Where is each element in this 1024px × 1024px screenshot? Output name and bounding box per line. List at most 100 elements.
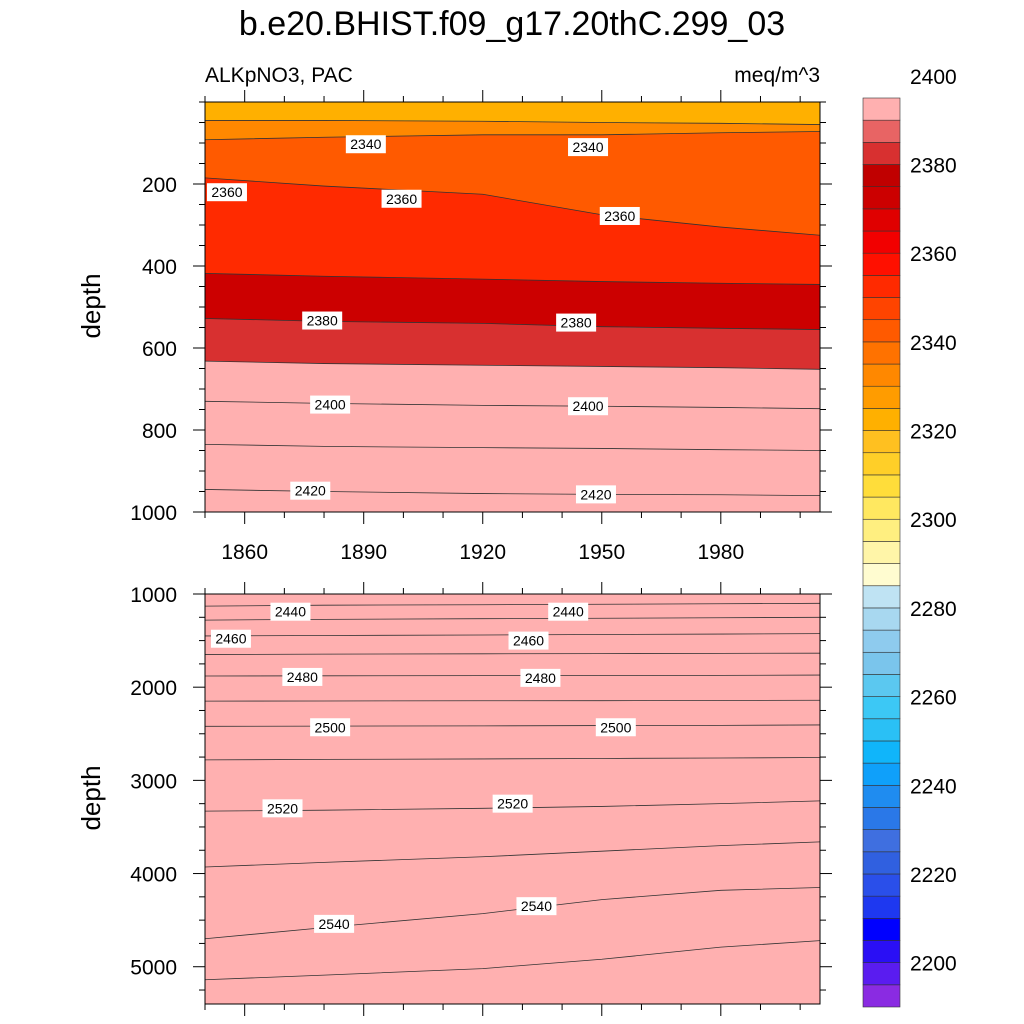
contour-fills: 2440 2440 2460 2460 2480 2480 2500 2500 2520 2520… <box>205 594 820 1004</box>
contour-label: 2480 <box>287 669 318 685</box>
contour-band <box>205 675 820 702</box>
contour-label: 2420 <box>580 486 611 502</box>
contour-label-box <box>262 799 303 818</box>
contour-line <box>205 177 820 236</box>
y-tick-label: 600 <box>142 338 177 361</box>
colorbar-swatch <box>862 252 901 276</box>
contour-line <box>205 120 820 125</box>
colorbar-swatch <box>862 696 901 720</box>
contour-label-box <box>310 718 351 737</box>
lower-panel: 2440 2440 2460 2460 2480 2480 2500 2500 2520 2520… <box>76 582 832 1016</box>
contour-label-box <box>381 189 422 208</box>
colorbar-swatch <box>862 740 901 764</box>
contour-label: 2360 <box>604 208 635 224</box>
colorbar-swatch <box>862 474 901 498</box>
contour-line <box>205 652 820 655</box>
contour-band <box>205 489 820 512</box>
colorbar-swatch <box>862 585 901 609</box>
contour-label: 2500 <box>315 719 346 735</box>
contour-band <box>205 887 820 980</box>
y-tick-label: 5000 <box>130 957 177 980</box>
contour-band <box>205 841 820 939</box>
colorbar-swatch <box>862 563 901 587</box>
contour-line <box>205 699 820 702</box>
contour-band <box>205 102 820 125</box>
contour-label-box <box>595 718 636 737</box>
contour-line <box>205 360 820 370</box>
contour-label-box <box>310 395 351 414</box>
contour-label: 2360 <box>386 191 417 207</box>
y-axis-label: depth <box>76 765 106 830</box>
colorbar-tick-label: 2280 <box>910 598 957 621</box>
colorbar-swatch <box>862 363 901 387</box>
contour-label-box <box>520 668 561 687</box>
contour-label-box <box>568 138 609 157</box>
colorbar-tick-label: 2360 <box>910 243 957 266</box>
contour-label: 2340 <box>572 139 603 155</box>
colorbar-swatch <box>862 984 901 1008</box>
contour-label: 2440 <box>275 604 306 620</box>
contour-label: 2460 <box>215 631 246 647</box>
contour-band <box>205 653 820 676</box>
contour-label-box <box>516 897 557 916</box>
contour-label: 2400 <box>315 397 346 413</box>
contour-band <box>205 800 820 868</box>
colorbar-swatch <box>862 851 901 875</box>
contour-label: 2360 <box>211 184 242 200</box>
contour-line <box>205 272 820 285</box>
x-tick-label: 1890 <box>340 541 387 564</box>
colorbar-swatch <box>862 762 901 786</box>
colorbar-swatch <box>862 385 901 409</box>
contour-label-box <box>210 629 251 648</box>
contour-band <box>205 318 820 370</box>
variable-label: ALKpNO3, PAC <box>205 64 353 87</box>
y-tick-label: 1000 <box>130 502 177 525</box>
colorbar-swatch <box>862 918 901 941</box>
y-tick-label: 200 <box>142 174 177 197</box>
contour-label: 2480 <box>525 670 556 686</box>
colorbar-tick-label: 2340 <box>910 332 957 355</box>
contour-label: 2380 <box>307 313 338 329</box>
colorbar-swatch <box>862 97 901 121</box>
x-tick-label: 1950 <box>578 541 625 564</box>
contour-band <box>205 724 820 760</box>
colorbar-tick-label: 2320 <box>910 421 957 444</box>
contour-label-box <box>548 602 589 621</box>
colorbar-swatch <box>862 319 901 343</box>
contour-line <box>205 757 820 761</box>
contour-label: 2540 <box>521 898 552 914</box>
colorbar-swatch <box>862 962 901 986</box>
contour-label: 2460 <box>513 633 544 649</box>
colorbar-swatch <box>862 119 901 143</box>
colorbar-swatch <box>862 164 901 187</box>
colorbar-swatch <box>862 230 901 254</box>
colorbar-swatch <box>862 496 901 520</box>
colorbar-swatch <box>862 142 901 165</box>
colorbar-swatch <box>862 940 901 963</box>
contour-band <box>205 757 820 812</box>
contour-label: 2540 <box>319 916 350 932</box>
units-label: meq/m^3 <box>734 64 820 87</box>
contour-band <box>205 617 820 636</box>
colorbar-tick-label: 2200 <box>910 953 957 976</box>
contour-label-box <box>314 914 355 933</box>
colorbar-swatch <box>862 297 901 321</box>
colorbar-swatch <box>862 829 901 853</box>
contour-label-box <box>282 667 323 686</box>
contour-band <box>205 444 820 496</box>
colorbar-swatch <box>862 651 901 675</box>
contour-label-box <box>206 183 247 202</box>
colorbar-swatch <box>862 607 901 631</box>
contour-label-box <box>556 313 597 332</box>
x-tick-label: 1980 <box>697 541 744 564</box>
colorbar-tick-label: 2240 <box>910 775 957 798</box>
colorbar-swatch <box>862 718 901 742</box>
contour-line <box>205 400 820 410</box>
contour-label: 2400 <box>572 398 603 414</box>
colorbar-swatch <box>862 518 901 542</box>
contour-label-box <box>568 397 609 416</box>
colorbar-tick-label: 2300 <box>910 509 957 532</box>
colorbar: 2200 2220 2240 2260 2280 2300 2320 2340 2360 2380… <box>862 0 957 1008</box>
contour-band <box>205 273 820 330</box>
